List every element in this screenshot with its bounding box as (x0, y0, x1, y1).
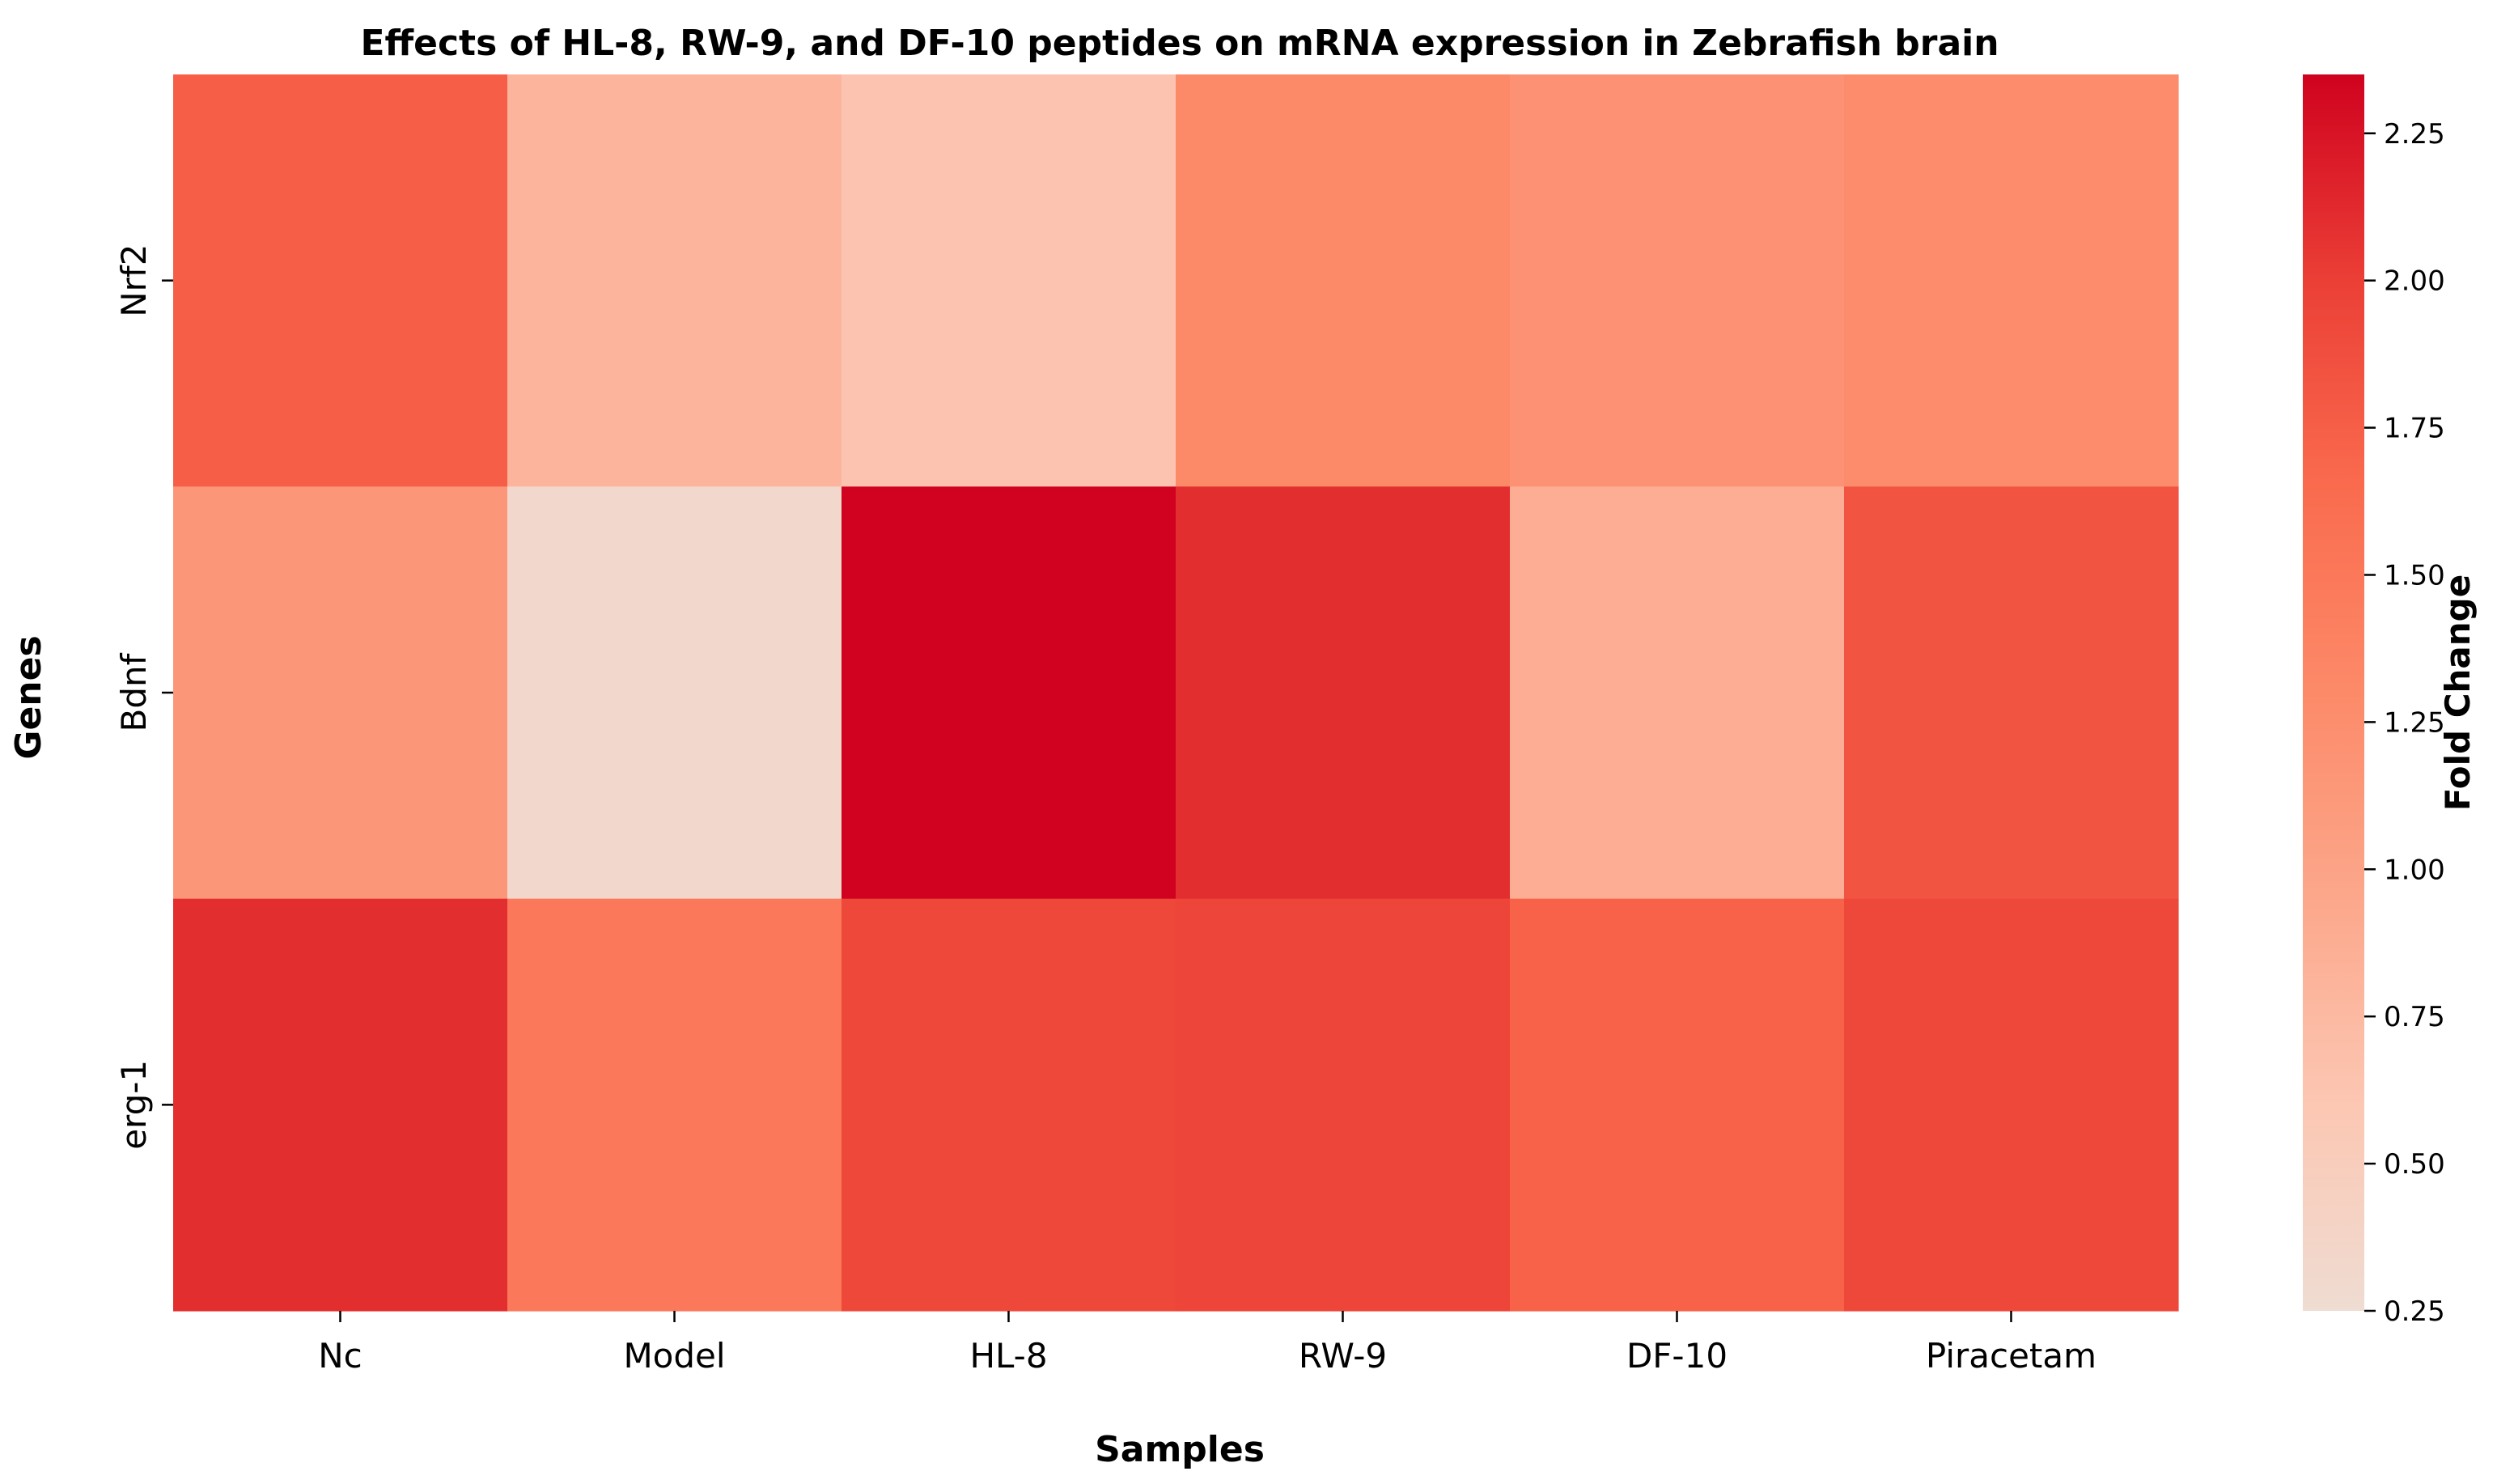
colorbar-ticks: 0.25 0.50 0.75 1.00 1.25 1.50 1.75 2.00 2.25 (2364, 118, 2445, 1328)
chart-title: Effects of HL-8, RW-9, and DF-10 peptide… (360, 23, 1999, 64)
heatmap-cell-erg-1-RW-9 (1176, 898, 1511, 1312)
heatmap-cell-Nrf2-Piracetam (1844, 74, 2179, 487)
heatmap-cell-Bdnf-Nc (173, 486, 508, 900)
heatmap-cell-Nrf2-Nc (173, 74, 508, 487)
heatmap-cell-erg-1-Nc (173, 898, 508, 1312)
colorbar-gradient (2303, 74, 2364, 1311)
colorbar-tick-label: 0.75 (2384, 1001, 2445, 1033)
colorbar-tick-label: 0.50 (2384, 1148, 2445, 1181)
x-axis-label: Samples (1095, 1429, 1265, 1470)
colorbar-tick-label: 1.25 (2384, 706, 2445, 739)
heatmap-cell-Nrf2-HL-8 (842, 74, 1176, 487)
heatmap-cell-Nrf2-RW-9 (1176, 74, 1511, 487)
y-tick-label: Bdnf (114, 652, 154, 731)
colorbar-tick-label: 0.25 (2384, 1295, 2445, 1328)
heatmap-cell-Bdnf-Model (507, 486, 842, 900)
heatmap-cell-erg-1-HL-8 (842, 898, 1176, 1312)
heatmap-cells (173, 74, 2179, 1312)
colorbar-label: Fold Change (2438, 575, 2478, 811)
heatmap-cell-erg-1-Model (507, 898, 842, 1312)
x-tick-label: Nc (318, 1336, 362, 1376)
x-tick-label: RW-9 (1299, 1336, 1387, 1376)
y-axis-ticks: Nrf2 Bdnf erg-1 (114, 244, 173, 1150)
heatmap-cell-Nrf2-DF-10 (1510, 74, 1845, 487)
heatmap-cell-erg-1-DF-10 (1510, 898, 1845, 1312)
y-tick-label: erg-1 (114, 1060, 154, 1150)
heatmap-cell-Bdnf-HL-8 (842, 486, 1176, 900)
heatmap-cell-Bdnf-DF-10 (1510, 486, 1845, 900)
heatmap-cell-erg-1-Piracetam (1844, 898, 2179, 1312)
x-tick-label: DF-10 (1626, 1336, 1728, 1376)
colorbar: 0.25 0.50 0.75 1.00 1.25 1.50 1.75 2.00 2.25 Fol… (2303, 74, 2478, 1328)
x-tick-label: Piracetam (1926, 1336, 2096, 1376)
y-tick-label: Nrf2 (114, 244, 154, 317)
x-tick-label: HL-8 (969, 1336, 1047, 1376)
x-tick-label: Model (623, 1336, 725, 1376)
colorbar-tick-label: 2.00 (2384, 265, 2445, 298)
heatmap-cell-Bdnf-RW-9 (1176, 486, 1511, 900)
x-axis-ticks: Nc Model HL-8 RW-9 DF-10 Piracetam (318, 1311, 2096, 1376)
y-axis-label: Genes (8, 635, 49, 759)
heatmap-cell-Bdnf-Piracetam (1844, 486, 2179, 900)
colorbar-tick-label: 1.75 (2384, 413, 2445, 445)
colorbar-tick-label: 1.00 (2384, 854, 2445, 886)
colorbar-tick-label: 2.25 (2384, 118, 2445, 151)
heatmap-cell-Nrf2-Model (507, 74, 842, 487)
colorbar-tick-label: 1.50 (2384, 559, 2445, 591)
